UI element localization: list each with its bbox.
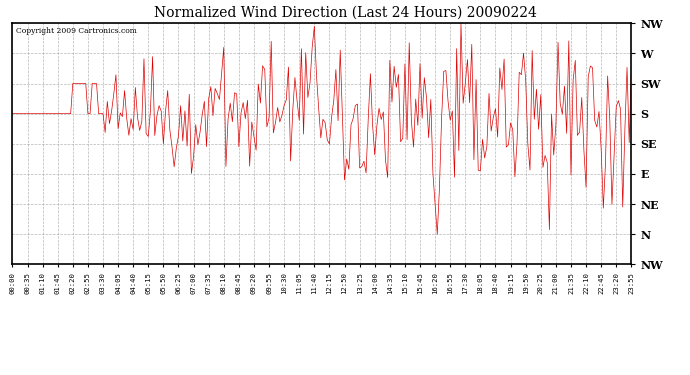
Text: Copyright 2009 Cartronics.com: Copyright 2009 Cartronics.com xyxy=(15,27,137,35)
Text: Normalized Wind Direction (Last 24 Hours) 20090224: Normalized Wind Direction (Last 24 Hours… xyxy=(154,6,536,20)
